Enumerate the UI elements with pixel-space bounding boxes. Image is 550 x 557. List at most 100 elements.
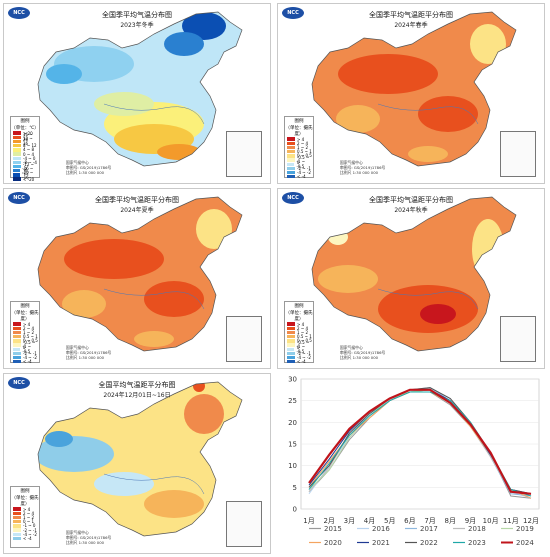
- map-subtitle: 2024年春季: [394, 22, 428, 29]
- legend-swatch: [13, 148, 21, 152]
- legend-swatch: [13, 156, 21, 160]
- legend-swatch: [13, 519, 21, 524]
- legend-entry: 0 ~ 0.5: [285, 153, 313, 158]
- legend-entry: -1 ~ 0: [11, 523, 39, 528]
- legend-label: -0.5 ~ 0: [296, 340, 310, 351]
- legend-entry: < -4: [285, 174, 313, 179]
- map-region: [182, 12, 226, 40]
- river-line: [377, 103, 479, 125]
- legend-unit: （单位：摄氏度）: [285, 126, 313, 137]
- legend-label-2022: 2022: [420, 539, 438, 547]
- legend-unit: （单位：℃）: [11, 126, 39, 131]
- x-tick-label: 3月: [344, 517, 355, 525]
- legend-swatch: [13, 326, 21, 330]
- river-line: [103, 288, 205, 310]
- legend-entry: -1 ~ -0.5: [11, 344, 39, 354]
- china-map: [311, 11, 517, 167]
- legend-label: > 20: [23, 130, 33, 136]
- legend-swatch: [13, 164, 21, 169]
- china-border: [37, 381, 243, 537]
- legend-entry: 16 ~ 20: [11, 132, 39, 142]
- credit-line: 国家气候中心: [66, 530, 89, 535]
- credit-line: 国家气候中心: [340, 160, 363, 165]
- legend-entry: -1 ~ -0.5: [285, 159, 313, 170]
- legend-label: 1 ~ 2: [23, 329, 34, 335]
- legend-swatch: [287, 343, 295, 347]
- legend-entry: -20 ~ -16: [11, 169, 39, 180]
- legend-entry: 1 ~ 2: [11, 329, 39, 335]
- south-china-sea-inset: [226, 501, 262, 547]
- legend-swatch: [13, 322, 21, 326]
- legend-label: > 4: [297, 136, 305, 142]
- legend-label: -12 ~ -8: [22, 161, 35, 172]
- legend-swatch: [287, 351, 295, 356]
- legend-label: 0 ~ 4: [23, 151, 34, 157]
- legend-label: -1 ~ -0.5: [296, 159, 306, 170]
- legend-label: -2 ~ -1: [23, 527, 37, 533]
- map-credit: 国家气候中心 审图号: GS(2019)1786号 比例尺 1:30 000 000: [66, 160, 111, 175]
- china-map: [37, 196, 243, 352]
- map-region: [134, 331, 174, 347]
- legend-entry: 2 ~ 4: [11, 326, 39, 331]
- legend-title: 图例: [20, 304, 30, 309]
- series-line-2021: [308, 389, 532, 495]
- ncc-logo: NCC: [282, 192, 304, 204]
- map-region: [184, 394, 224, 434]
- legend-unit: （单位：摄氏度）: [11, 496, 39, 507]
- legend-label-2023: 2023: [468, 539, 486, 547]
- x-tick-label: 1月: [303, 517, 314, 525]
- map-region: [164, 32, 204, 56]
- legend-swatch: [287, 141, 295, 145]
- map-region: [64, 239, 164, 279]
- series-line-2018: [308, 389, 532, 495]
- legend-label: < -4: [297, 359, 306, 365]
- map-region: [94, 92, 154, 116]
- legend-label: 8 ~ 12: [23, 143, 37, 149]
- legend-label: 2 ~ 4: [297, 140, 308, 146]
- legend-label-2021: 2021: [372, 539, 390, 547]
- legend-entry: 2 ~ 4: [285, 326, 313, 331]
- credit-line: 国家气候中心: [66, 345, 89, 350]
- map-title: 全国季平均气温分布图: [102, 11, 172, 19]
- legend-label-2017: 2017: [420, 525, 438, 533]
- map-region: [144, 281, 204, 317]
- legend-entry: -4 ~ 0: [11, 156, 39, 161]
- y-tick-label: 10: [288, 462, 297, 470]
- china-border: [311, 11, 517, 167]
- map-region: [420, 304, 456, 324]
- legend-label: 0 ~ 0.5: [23, 338, 38, 344]
- legend-label: -4 ~ -2: [297, 355, 311, 361]
- legend-swatch: [13, 511, 21, 515]
- legend-label-2019: 2019: [516, 525, 534, 533]
- legend-swatch: [13, 152, 21, 156]
- legend-label: 0.5 ~ 1: [297, 149, 312, 155]
- x-tick-label: 8月: [445, 517, 456, 525]
- legend-label: 2 ~ 4: [23, 510, 34, 516]
- x-tick-label: 5月: [384, 517, 395, 525]
- map-region: [338, 54, 438, 94]
- x-tick-label: 6月: [404, 517, 415, 525]
- legend-swatch: [287, 175, 295, 179]
- legend-swatch: [287, 158, 295, 162]
- legend-swatch: [13, 351, 21, 356]
- legend-title: 图例: [20, 489, 30, 494]
- legend-label: > 4: [297, 321, 305, 327]
- legend-entry: -1 ~ -0.5: [285, 344, 313, 354]
- credit-line: 审图号: GS(2019)1786号: [66, 350, 112, 355]
- legend-entry: -4 ~ -2: [11, 355, 39, 360]
- legend-label: -4 ~ -2: [23, 531, 37, 537]
- legend-swatch: [13, 135, 21, 139]
- china-border: [311, 196, 517, 352]
- legend-swatch: [287, 166, 295, 171]
- legend-entry: 0 ~ 0.5: [11, 338, 39, 344]
- x-tick-label: 2月: [323, 517, 334, 525]
- legend-unit: （单位：摄氏度）: [285, 311, 313, 322]
- legend-entry: 4 ~ 8: [11, 147, 39, 152]
- legend-label: -20 ~ -16: [22, 169, 34, 180]
- legend-entry: 0.5 ~ 1: [11, 334, 39, 339]
- legend-swatch: [287, 326, 295, 330]
